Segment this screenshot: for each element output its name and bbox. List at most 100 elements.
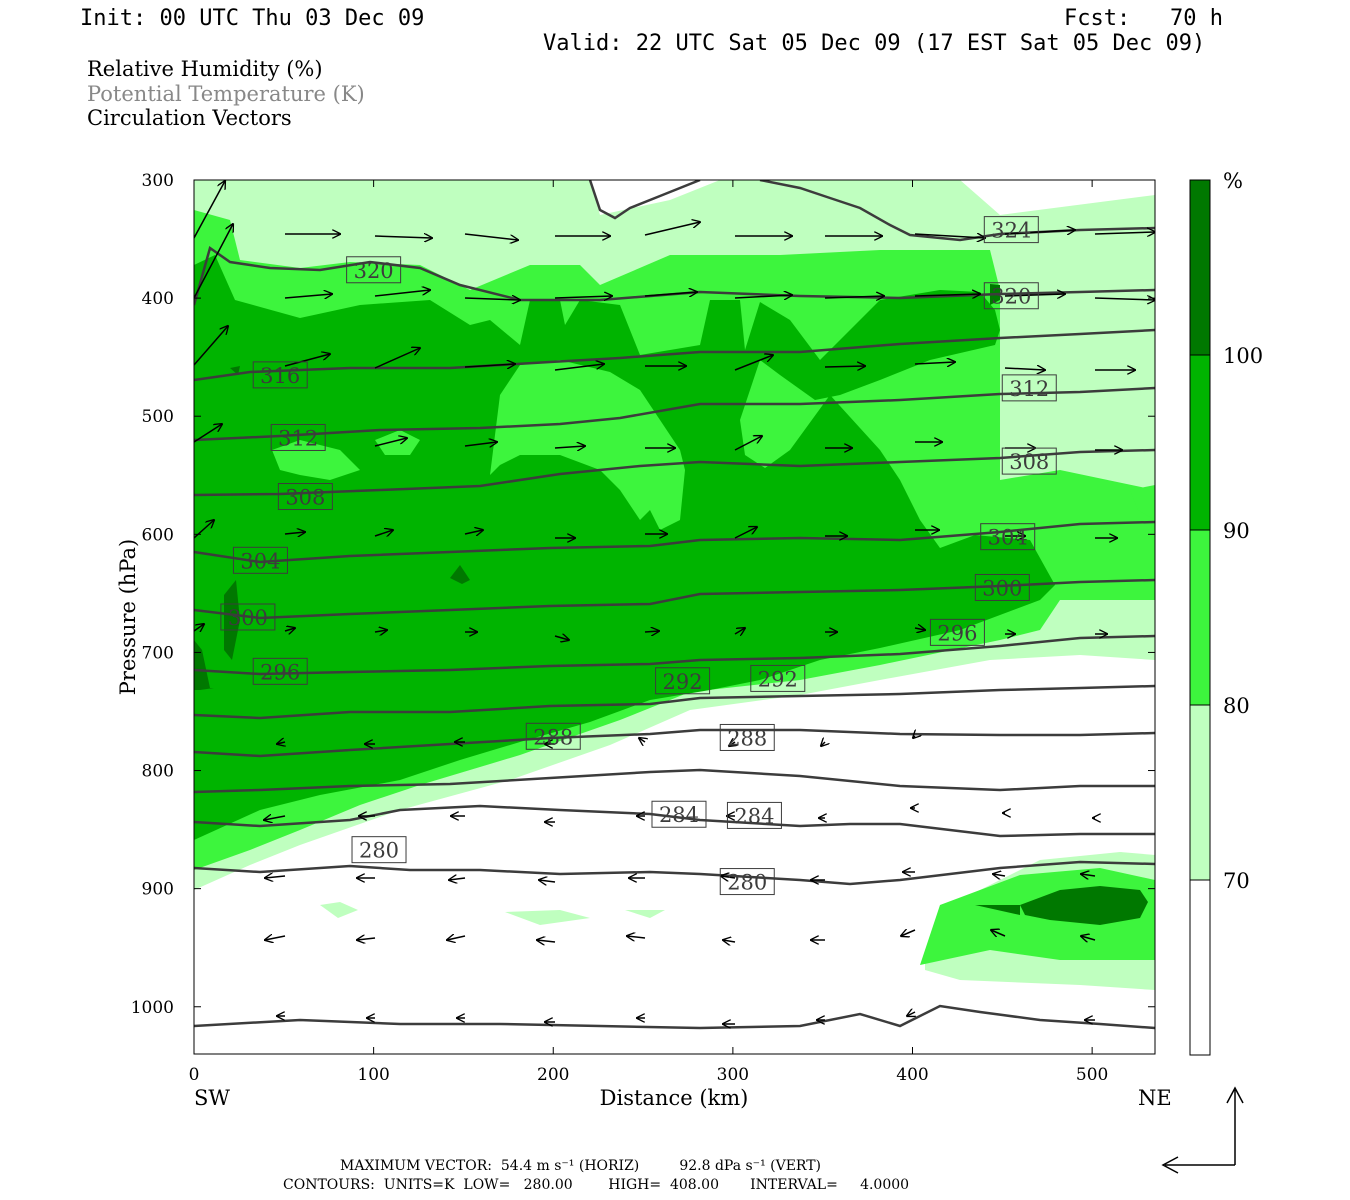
x-tick-label: 400 (896, 1065, 928, 1085)
vector (374, 530, 393, 536)
y-tick-label: 500 (142, 407, 174, 427)
vector (734, 436, 762, 451)
contour-label: 320 (983, 282, 1039, 310)
vector (554, 364, 604, 371)
vector (734, 628, 745, 634)
vector (554, 296, 612, 298)
contour-label: 300 (220, 603, 276, 631)
rh-region-100 (1020, 886, 1148, 925)
vector (374, 290, 430, 297)
max-vector-note: MAXIMUM VECTOR: 54.4 m s⁻¹ (HORIZ) 92.8 … (340, 1158, 822, 1174)
colorbar-swatch-below-70 (1190, 880, 1210, 1055)
vector (374, 630, 387, 632)
contour-label-text: 288 (727, 726, 767, 750)
vector (824, 296, 884, 298)
contour-label-text: 308 (1009, 450, 1049, 474)
rh-region-70-80 (625, 910, 665, 918)
contour-label-text: 308 (285, 486, 325, 510)
contour-label: 292 (750, 664, 806, 692)
vector (734, 295, 792, 298)
colorbar-swatch-80-90 (1190, 530, 1210, 705)
contour-labels: 3243203203163123123083083043043003002962… (220, 216, 1057, 896)
theta-contour (194, 768, 1155, 794)
y-tick-label: 800 (142, 762, 174, 782)
vector (914, 362, 955, 364)
vector (447, 936, 466, 940)
vector (265, 936, 286, 940)
contour-label-text: 300 (982, 576, 1022, 600)
rh-region-80-90 (1130, 485, 1155, 520)
vector (264, 816, 286, 820)
contour-label: 308 (1001, 447, 1057, 475)
theta-contour (194, 328, 1155, 382)
vector (721, 876, 736, 878)
contour-label: 288 (719, 723, 775, 751)
colorbar-swatch-70-80 (1190, 705, 1210, 880)
contour-label: 280 (351, 836, 407, 864)
theta-contour (194, 245, 1155, 306)
theta-contour (588, 180, 701, 220)
contour-label-text: 324 (991, 219, 1031, 243)
vector (194, 181, 225, 239)
colorbar-frame (1189, 179, 1211, 1056)
vector (194, 224, 233, 299)
vector (914, 234, 985, 238)
vector (824, 366, 865, 367)
x-left-end-label: SW (194, 1086, 230, 1110)
theta-contours (194, 180, 1155, 1030)
colorbar-label-90: 90 (1223, 519, 1250, 543)
vector (554, 446, 585, 448)
legend-circulation-vectors: Circulation Vectors (87, 106, 292, 130)
contour-label-text: 304 (240, 549, 280, 573)
vector (644, 222, 700, 236)
x-tick-labels: 0 100 200 300 400 500 (189, 1065, 1109, 1085)
contour-label: 284 (651, 800, 707, 828)
vector (1081, 936, 1096, 940)
contour-label: 304 (232, 546, 288, 574)
y-tick-label: 700 (142, 643, 174, 663)
contour-label: 296 (252, 657, 308, 685)
vector (464, 364, 515, 367)
vector (449, 878, 466, 880)
contour-label-text: 320 (354, 259, 394, 283)
contour-label-text: 280 (359, 839, 399, 863)
vector (639, 738, 645, 742)
contour-label: 324 (983, 216, 1039, 244)
vector (194, 624, 204, 631)
vector (734, 527, 757, 539)
x-tick-label: 0 (189, 1065, 200, 1085)
vector (464, 233, 518, 240)
contour-label: 320 (346, 256, 402, 284)
vector (265, 876, 286, 878)
contour-label-text: 304 (988, 526, 1028, 550)
vector (1094, 298, 1155, 300)
contour-label-text: 280 (727, 871, 767, 895)
contour-label-text: 320 (991, 285, 1031, 309)
contour-label-text: 284 (734, 804, 774, 828)
contour-label: 308 (277, 483, 333, 511)
rh-region-80-90 (490, 360, 685, 530)
vector (537, 940, 556, 942)
x-tick-label: 200 (537, 1065, 569, 1085)
vector (914, 294, 980, 296)
vector (734, 355, 773, 371)
contour-label-text: 300 (228, 606, 268, 630)
vector (357, 938, 376, 940)
y-axis-label: Pressure (hPa) (116, 539, 140, 695)
theta-contour (194, 448, 1155, 497)
vector (644, 631, 659, 632)
vector (1004, 294, 1065, 296)
contour-label-text: 312 (278, 426, 318, 450)
contour-label: 296 (929, 618, 985, 646)
axis-ticks (193, 179, 1155, 1054)
vector (539, 880, 556, 882)
contour-label-text: 296 (937, 621, 977, 645)
contour-label-text: 292 (663, 670, 703, 694)
contour-label: 316 (252, 361, 308, 389)
vector (907, 1012, 915, 1016)
vector (284, 628, 295, 631)
vector (194, 424, 222, 443)
contour-label: 292 (655, 667, 711, 695)
contour-info-note: CONTOURS: UNITS=K LOW= 280.00 HIGH= 408.… (283, 1177, 910, 1193)
